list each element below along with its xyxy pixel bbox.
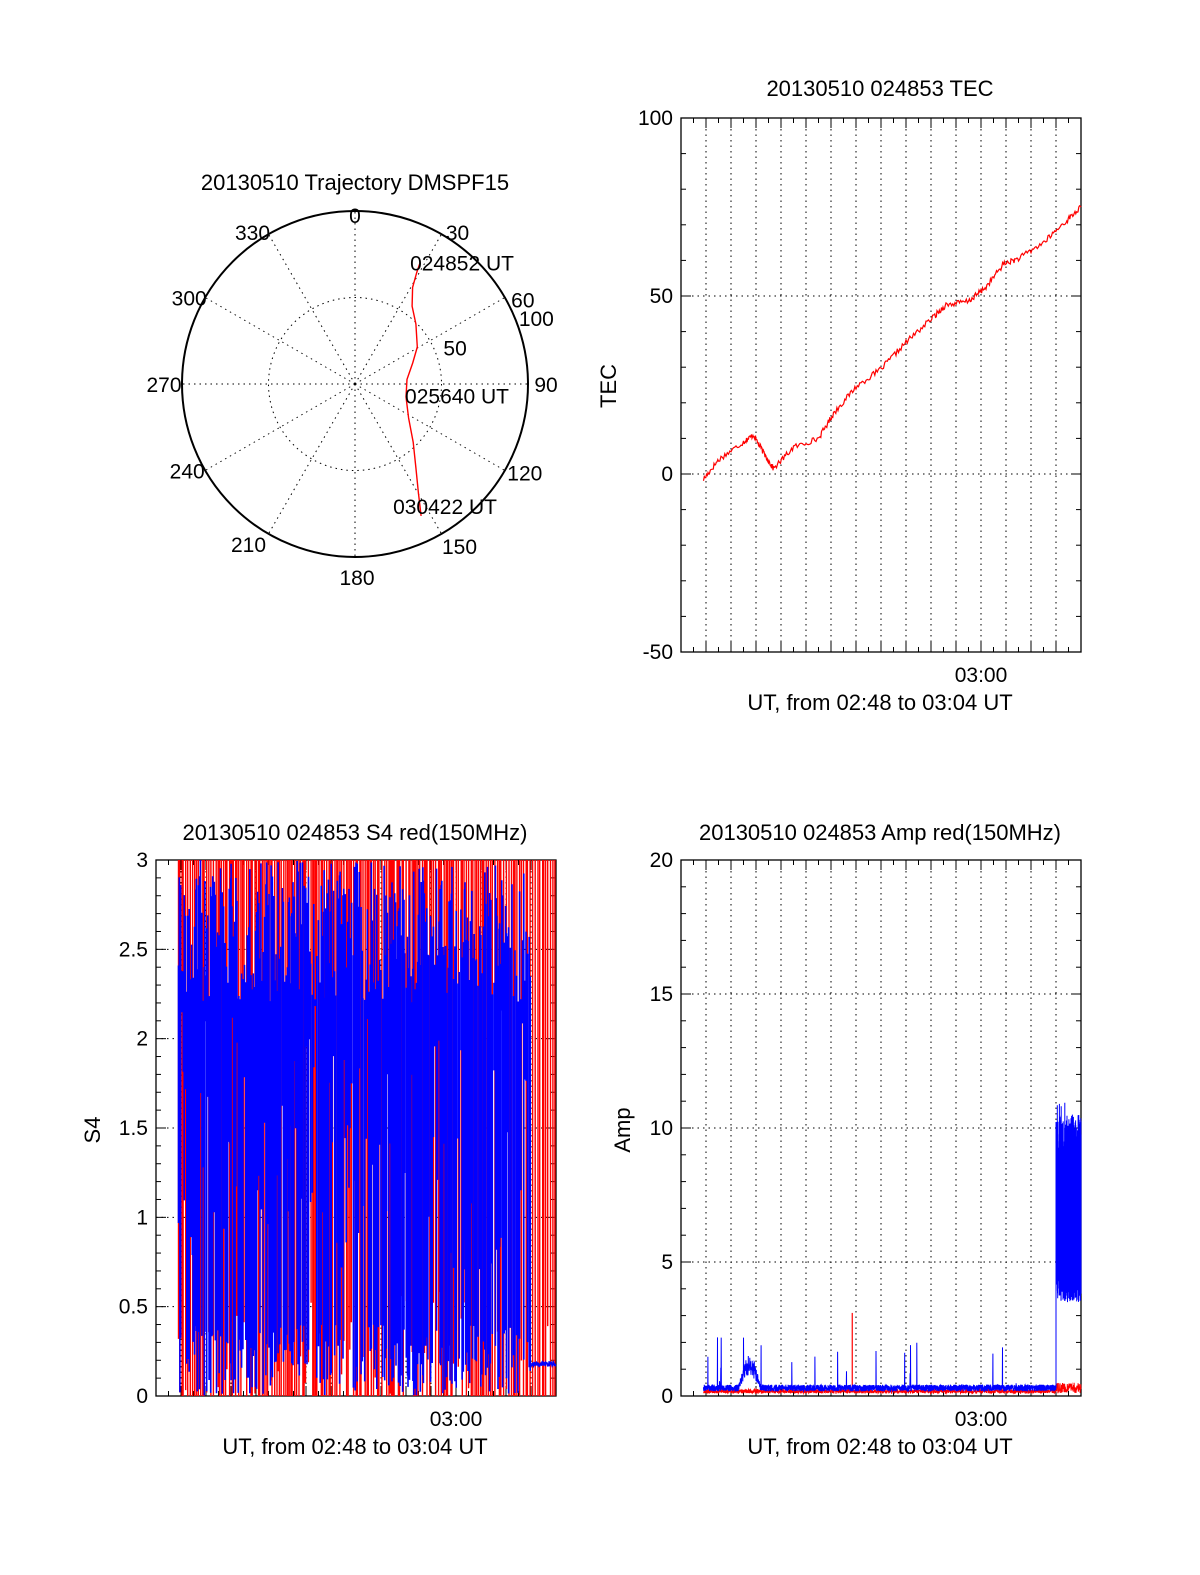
azimuth-label-270: 270 — [146, 374, 181, 397]
trajectory-annotation-0: 024852 UT — [410, 253, 514, 276]
amp-panel: 20130510 024853 Amp red(150MHz) Amp UT, … — [610, 820, 1082, 1459]
polar-radial-labels: 50 100 — [443, 308, 553, 361]
polar-grid — [181, 210, 529, 558]
s4-panel: 20130510 024853 S4 red(150MHz) S4 UT, fr… — [80, 820, 557, 1459]
trajectory-track — [405, 262, 422, 516]
ytick-label-3: 15 — [650, 983, 673, 1006]
s4-title: 20130510 024853 S4 red(150MHz) — [183, 820, 528, 845]
azimuth-label-120: 120 — [507, 463, 542, 486]
trajectory-annotations: 024852 UT 025640 UT 030422 UT — [393, 253, 514, 519]
polar-spoke-240 — [204, 383, 356, 471]
polar-spoke-210 — [268, 383, 356, 535]
azimuth-label-30: 30 — [446, 222, 469, 245]
azimuth-label-90: 90 — [534, 374, 557, 397]
ytick-label-3: 100 — [638, 107, 673, 130]
ytick-label-0: 0 — [136, 1385, 148, 1408]
azimuth-label-60: 60 — [511, 290, 534, 313]
polar-spoke-150 — [354, 383, 442, 535]
polar-spoke-120 — [354, 383, 506, 471]
ytick-label-1: 0 — [661, 463, 673, 486]
polar-azimuth-labels: 0 30 60 90 120 150 180 210 240 270 300 330 — [146, 205, 557, 590]
amp-ylabel: Amp — [610, 1107, 635, 1152]
radial-label-50: 50 — [443, 338, 466, 361]
s4-blue-spikes — [177, 860, 531, 1396]
polar-spoke-330 — [268, 233, 356, 385]
amp-xlabel: UT, from 02:48 to 03:04 UT — [747, 1434, 1012, 1459]
trajectory-line — [405, 262, 422, 516]
plot-frame — [680, 117, 1082, 653]
trajectory-panel: 20130510 Trajectory DMSPF15 0 30 60 90 120 15… — [146, 170, 557, 590]
s4-blue-tail — [530, 1360, 557, 1369]
xtick-label-0300: 03:00 — [430, 1408, 483, 1431]
ytick-label-0: -50 — [643, 641, 673, 664]
ytick-label-2: 1 — [136, 1206, 148, 1229]
ytick-label-0: 0 — [661, 1385, 673, 1408]
amp-blue-burst — [1055, 1102, 1082, 1388]
azimuth-label-300: 300 — [172, 288, 207, 311]
azimuth-label-0: 0 — [349, 205, 361, 228]
polar-spoke-300 — [204, 297, 356, 385]
azimuth-label-240: 240 — [170, 461, 205, 484]
azimuth-label-150: 150 — [442, 536, 477, 559]
polar-outer-circle — [181, 210, 529, 558]
tec-ylabel: TEC — [596, 364, 621, 408]
plot-frame — [680, 859, 1082, 1397]
amp-series — [703, 1102, 1082, 1396]
amp-blue-baseline — [703, 1337, 1057, 1394]
s4-ylabel: S4 — [80, 1117, 105, 1144]
ytick-label-4: 2 — [136, 1028, 148, 1051]
tec-xlabel: UT, from 02:48 to 03:04 UT — [747, 690, 1012, 715]
radial-label-100: 100 — [519, 308, 554, 331]
polar-spoke-60 — [354, 297, 506, 385]
polar-spoke-30 — [354, 233, 442, 385]
ytick-label-2: 50 — [650, 285, 673, 308]
s4-xlabel: UT, from 02:48 to 03:04 UT — [222, 1434, 487, 1459]
tec-series — [702, 205, 1082, 481]
ytick-label-2: 10 — [650, 1117, 673, 1140]
tec-panel: 20130510 024853 TEC TEC UT, from 02:48 t… — [596, 76, 1082, 715]
s4-series — [177, 860, 557, 1396]
azimuth-label-210: 210 — [231, 534, 266, 557]
ytick-label-5: 2.5 — [119, 938, 148, 961]
ytick-label-4: 20 — [650, 849, 673, 872]
trajectory-title: 20130510 Trajectory DMSPF15 — [201, 170, 509, 195]
tec-red-line — [702, 205, 1082, 481]
amp-title: 20130510 024853 Amp red(150MHz) — [699, 820, 1061, 845]
tec-axes: -50 0 50 100 03:00 — [638, 107, 1082, 687]
xtick-label-0300: 03:00 — [955, 1408, 1008, 1431]
trajectory-annotation-1: 025640 UT — [405, 385, 509, 408]
tec-title: 20130510 024853 TEC — [766, 76, 993, 101]
ytick-label-6: 3 — [136, 849, 148, 872]
ytick-label-1: 5 — [661, 1251, 673, 1274]
ytick-label-3: 1.5 — [119, 1117, 148, 1140]
ytick-label-1: 0.5 — [119, 1296, 148, 1319]
xtick-label-0300: 03:00 — [955, 664, 1008, 687]
azimuth-label-330: 330 — [235, 222, 270, 245]
trajectory-annotation-2: 030422 UT — [393, 496, 497, 519]
azimuth-label-180: 180 — [339, 567, 374, 590]
polar-ring-50 — [268, 297, 442, 471]
amp-axes: 0 5 10 15 20 03:00 — [650, 849, 1082, 1431]
